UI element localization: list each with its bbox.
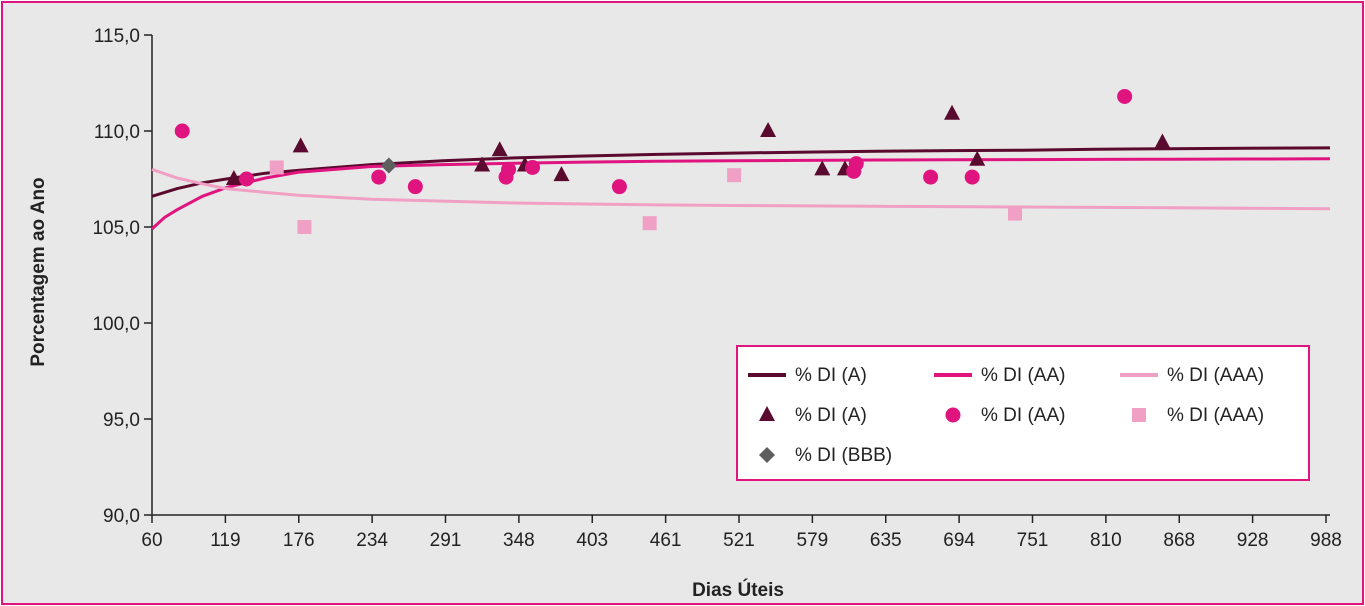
data-point-triangle — [553, 166, 570, 182]
x-tick-label: 119 — [210, 530, 240, 551]
data-point-square — [297, 220, 312, 234]
data-point-square — [727, 168, 742, 183]
legend-entry: % DI (BBB) — [795, 445, 892, 466]
data-point-triangle — [1154, 133, 1171, 149]
data-point-triangle — [491, 141, 508, 157]
x-tick-label: 403 — [576, 530, 608, 551]
data-point-square — [1008, 206, 1023, 221]
x-axis-title: Dias Úteis — [692, 579, 784, 601]
data-point-square — [269, 160, 284, 175]
legend-entry: % DI (A) — [795, 405, 867, 426]
legend-entry: % DI (AA) — [981, 405, 1065, 426]
y-tick-label: 115,0 — [94, 26, 140, 47]
data-points — [174, 88, 1171, 234]
legend-marker-swatch — [945, 407, 961, 423]
x-tick-label: 176 — [283, 530, 315, 551]
legend-marker-swatch — [759, 406, 775, 421]
data-point-triangle — [474, 156, 491, 172]
y-tick-label: 95,0 — [103, 410, 140, 431]
data-point-triangle — [814, 160, 831, 176]
legend-marker-swatch — [759, 447, 775, 463]
legend-box — [736, 345, 1310, 481]
x-tick-label: 291 — [430, 530, 462, 551]
data-point-triangle — [944, 104, 961, 120]
data-point-circle — [964, 169, 980, 185]
x-tick-label: 810 — [1090, 530, 1122, 551]
x-tick-label: 521 — [723, 530, 755, 551]
trend-line — [151, 167, 1331, 211]
data-point-diamond — [380, 157, 397, 174]
x-tick-label: 60 — [141, 530, 162, 551]
x-tick-label: 868 — [1163, 530, 1195, 551]
data-point-circle — [923, 169, 939, 185]
y-axis-title: Porcentagem ao Ano — [28, 177, 49, 366]
data-point-circle — [407, 179, 423, 195]
legend-entry: % DI (AA) — [981, 365, 1065, 386]
data-point-triangle — [292, 137, 309, 153]
data-point-circle — [238, 171, 254, 187]
data-point-circle — [174, 123, 190, 139]
trend-line — [150, 157, 1331, 231]
x-tick-label: 579 — [797, 530, 829, 551]
data-point-triangle — [760, 122, 777, 137]
x-tick-label: 461 — [650, 530, 682, 551]
data-point-circle — [371, 169, 387, 185]
data-point-triangle — [225, 170, 242, 185]
data-point-circle — [611, 179, 627, 195]
legend-entry: % DI (AAA) — [1167, 365, 1264, 386]
data-point-triangle — [969, 150, 986, 166]
trend-lines — [150, 146, 1331, 231]
data-point-circle — [501, 161, 517, 177]
legend-entry: % DI (A) — [795, 365, 867, 386]
data-point-circle — [848, 156, 864, 172]
axes: 90,0 95,0 100,0 105,0 110,0 115,0 60 119 176 234 2… — [92, 26, 1341, 551]
y-tick-label: 110,0 — [94, 122, 140, 143]
legend-marker-swatch — [1132, 408, 1146, 422]
data-point-circle — [1117, 88, 1133, 104]
x-tick-label: 988 — [1310, 530, 1342, 551]
legend-entry: % DI (AAA) — [1167, 405, 1264, 426]
x-tick-label: 348 — [503, 530, 535, 551]
y-tick-label: 105,0 — [92, 218, 140, 239]
x-tick-label: 694 — [943, 530, 975, 551]
x-tick-label: 928 — [1237, 530, 1269, 551]
data-point-square — [642, 216, 657, 231]
x-tick-label: 751 — [1017, 530, 1049, 551]
y-tick-label: 90,0 — [103, 506, 140, 527]
x-tick-label: 234 — [356, 530, 388, 551]
data-point-circle — [524, 159, 540, 175]
legend: % DI (A) % DI (AA) % DI (AAA) % DI (A) % DI … — [736, 345, 1310, 481]
x-tick-label: 635 — [870, 530, 902, 551]
y-tick-label: 100,0 — [92, 314, 140, 335]
